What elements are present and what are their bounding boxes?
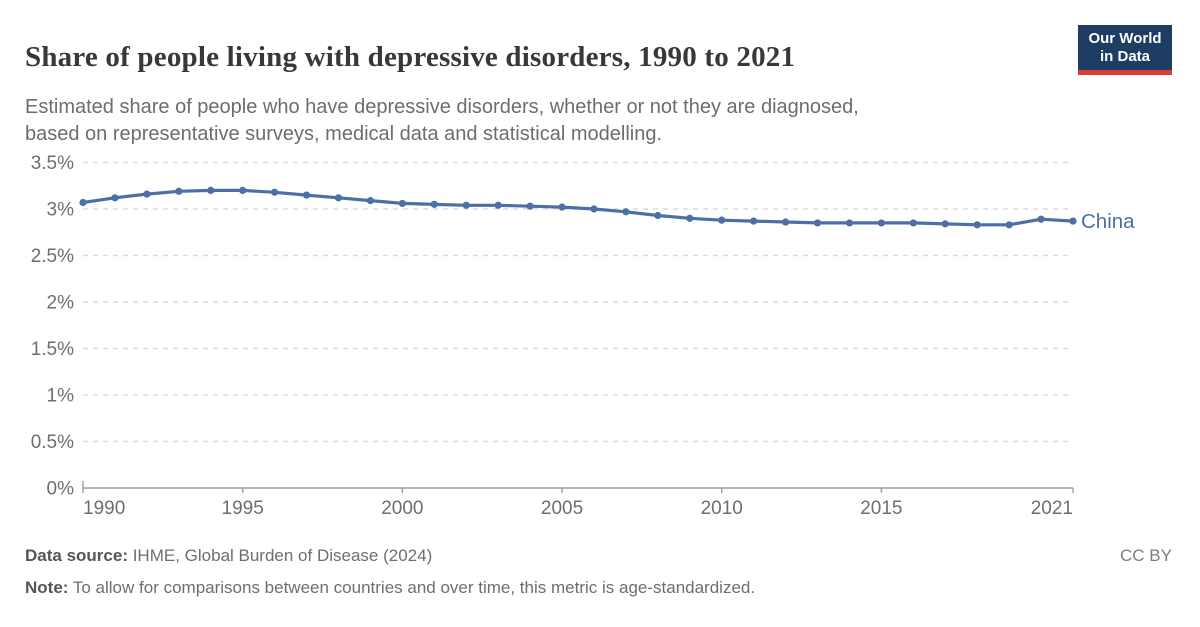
data-point — [207, 186, 215, 194]
china-series[interactable] — [79, 186, 1077, 229]
data-point — [430, 200, 438, 208]
y-axis-labels: 0% 0.5% 1% 1.5% 2% 2.5% 3% 3.5% — [31, 153, 74, 500]
data-point — [750, 217, 758, 225]
y-tick-label: 2% — [47, 293, 75, 314]
chart-subtitle: Estimated share of people who have depre… — [25, 94, 859, 148]
owid-logo-box: Our World in Data — [1078, 25, 1172, 70]
data-source-line: Data source: IHME, Global Burden of Dise… — [25, 546, 432, 566]
note-label: Note: — [25, 578, 69, 597]
data-point — [813, 219, 822, 227]
series-line — [81, 188, 1075, 227]
data-point — [686, 214, 694, 222]
data-point — [334, 194, 343, 202]
data-point — [79, 198, 87, 207]
data-point — [1037, 215, 1045, 223]
data-point — [494, 201, 502, 209]
y-tick-label: 0% — [47, 479, 75, 500]
data-point — [941, 220, 949, 228]
x-tick-label: 2010 — [701, 498, 743, 519]
owid-logo[interactable]: Our World in Data — [1078, 25, 1172, 75]
owid-logo-line-2: in Data — [1099, 47, 1150, 65]
subtitle-line-1: Estimated share of people who have depre… — [25, 96, 859, 118]
data-point — [909, 219, 917, 227]
data-point — [1069, 217, 1077, 225]
china-series-label[interactable]: China — [1081, 210, 1135, 233]
y-tick-label: 2.5% — [31, 246, 74, 267]
y-tick-label: 3.5% — [31, 153, 74, 174]
x-tick-label: 1990 — [83, 498, 125, 519]
data-point — [366, 197, 375, 205]
y-tick-label: 1.5% — [31, 339, 74, 360]
x-tick-label: 2021 — [1031, 498, 1073, 519]
data-point — [111, 194, 119, 202]
data-point — [398, 199, 406, 208]
data-point — [1005, 221, 1013, 229]
data-point — [558, 203, 566, 211]
data-point — [877, 219, 885, 227]
data-point — [654, 211, 662, 220]
x-tick-label: 1995 — [222, 498, 264, 519]
data-point — [302, 191, 311, 199]
data-point — [590, 205, 598, 213]
x-axis-labels: 1990 1995 2000 2005 2010 2015 2021 — [83, 498, 1073, 519]
data-point — [462, 201, 470, 209]
x-tick-label: 2000 — [381, 498, 423, 519]
data-point — [781, 218, 790, 226]
data-point — [271, 188, 279, 196]
y-tick-label: 3% — [47, 200, 75, 221]
data-point — [622, 208, 630, 216]
y-tick-label: 1% — [47, 386, 75, 407]
data-point — [143, 190, 151, 198]
page-title: Share of people living with depressive d… — [25, 41, 796, 74]
data-point — [973, 221, 981, 229]
data-point — [845, 219, 854, 227]
x-tick-label: 2005 — [541, 498, 583, 519]
data-point — [526, 202, 534, 210]
note-text: To allow for comparisons between countri… — [68, 578, 756, 597]
data-source-text: IHME, Global Burden of Disease (2024) — [127, 546, 433, 565]
subtitle-line-2: based on representative surveys, medical… — [25, 123, 663, 145]
data-point — [175, 187, 183, 195]
owid-logo-red-bar — [1078, 70, 1172, 75]
data-point — [718, 216, 726, 224]
x-axis — [82, 481, 1074, 493]
y-tick-label: 0.5% — [31, 432, 74, 453]
note-line: Note: To allow for comparisons between c… — [25, 578, 755, 598]
license-link[interactable]: CC BY — [1120, 546, 1172, 565]
data-source-label: Data source: — [25, 546, 128, 565]
y-gridlines — [83, 161, 1073, 443]
x-tick-label: 2015 — [860, 498, 902, 519]
data-point — [239, 186, 247, 194]
owid-logo-line-1: Our World — [1088, 29, 1162, 47]
